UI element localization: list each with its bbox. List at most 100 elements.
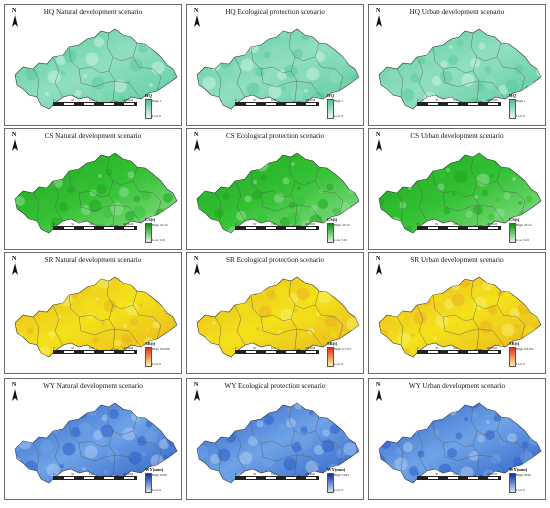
panel-title: CS Urban development scenario xyxy=(410,132,504,140)
north-label: N xyxy=(12,256,17,262)
legend-low-label: Low 0 xyxy=(152,362,162,366)
north-arrow-icon: N xyxy=(193,382,205,403)
scale-tick-label: 100 xyxy=(271,346,276,350)
cs-panel: CS Ecological protection scenario N 0 50 100… xyxy=(186,128,364,250)
scale-tick-label: 50 xyxy=(253,472,256,476)
panel-title: CS Ecological protection scenario xyxy=(226,132,324,140)
scale-tick-label: 200 KM xyxy=(305,346,316,350)
scale-tick-label: 100 xyxy=(89,472,94,476)
legend-color-ramp xyxy=(145,473,152,493)
legend-high-label: High 2020 xyxy=(516,473,531,477)
scale-bar-graphic xyxy=(235,476,319,480)
legend-color-ramp xyxy=(509,99,516,119)
north-arrow-icon: N xyxy=(375,256,387,277)
scale-tick-label: 200 KM xyxy=(123,472,134,476)
scale-tick-label: 200 KM xyxy=(123,98,134,102)
scale-tick-label: 50 xyxy=(71,346,74,350)
province-map xyxy=(14,276,178,358)
scale-tick-label: 0 xyxy=(235,222,237,226)
scale-tick-label: 50 xyxy=(253,346,256,350)
hq-panel: HQ Urban development scenario N 0 50 100 200 … xyxy=(368,4,546,126)
scale-tick-label: 50 xyxy=(435,472,438,476)
wy-panel: WY Ecological protection scenario N 0 50 100… xyxy=(186,378,364,500)
panel-title: SR Ecological protection scenario xyxy=(226,256,324,264)
legend-high-label: High 0.7157 xyxy=(334,347,352,351)
legend-title: HQ xyxy=(327,93,335,98)
legend-title: WY(mm) xyxy=(327,467,346,472)
legend-title: SR(t) xyxy=(509,341,520,346)
panel-title: CS Natural development scenario xyxy=(44,132,142,140)
hq-panel: HQ Natural development scenario N 0 50 100 20… xyxy=(4,4,182,126)
scale-bar-graphic xyxy=(417,350,501,354)
scale-bar-graphic xyxy=(235,350,319,354)
north-label: N xyxy=(194,132,199,138)
scale-tick-label: 100 xyxy=(453,346,458,350)
north-label: N xyxy=(12,8,17,14)
legend-title: SR(t) xyxy=(145,341,156,346)
north-arrow-icon: N xyxy=(11,132,23,153)
panel-title: HQ Ecological protection scenario xyxy=(225,8,325,16)
legend-color-ramp xyxy=(327,347,334,367)
cs-panel: CS Urban development scenario N 0 50 100 200 … xyxy=(368,128,546,250)
scale-tick-label: 50 xyxy=(71,222,74,226)
legend-color-ramp xyxy=(327,473,334,493)
scale-bar: 0 50 100 200 KM xyxy=(417,346,501,358)
scale-tick-label: 0 xyxy=(235,98,237,102)
province-map xyxy=(378,402,542,484)
scale-tick-label: 200 KM xyxy=(123,346,134,350)
scale-tick-label: 100 xyxy=(453,98,458,102)
legend-title: WY(mm) xyxy=(509,467,528,472)
province-map xyxy=(196,152,360,234)
province-map xyxy=(14,28,178,110)
map-legend: CS(t) High 23.22 Low 3.91 xyxy=(509,217,545,247)
scale-bar-graphic xyxy=(53,476,137,480)
north-arrow-icon: N xyxy=(375,382,387,403)
scale-bar: 0 50 100 200 KM xyxy=(53,346,137,358)
scale-tick-label: 0 xyxy=(53,222,55,226)
scale-tick-label: 0 xyxy=(417,346,419,350)
legend-high-label: High 0.9396 xyxy=(152,347,170,351)
north-arrow-icon: N xyxy=(11,8,23,29)
scale-tick-label: 50 xyxy=(435,98,438,102)
scale-tick-label: 100 xyxy=(271,222,276,226)
north-arrow-icon: N xyxy=(11,256,23,277)
scale-tick-label: 100 xyxy=(89,346,94,350)
scale-tick-label: 50 xyxy=(71,98,74,102)
map-legend: WY(mm) High 2036 Low 0 xyxy=(145,467,181,497)
scale-bar: 0 50 100 200 KM xyxy=(53,98,137,110)
legend-color-ramp xyxy=(145,99,152,119)
legend-color-ramp xyxy=(509,223,516,243)
legend-low-label: Low 0 xyxy=(334,488,344,492)
scale-tick-label: 200 KM xyxy=(305,222,316,226)
scale-tick-label: 200 KM xyxy=(305,98,316,102)
legend-high-label: High 23.22 xyxy=(152,223,168,227)
legend-low-label: Low 0 xyxy=(516,488,526,492)
legend-low-label: Low 0 xyxy=(516,114,526,118)
legend-title: CS(t) xyxy=(145,217,156,222)
scale-bar-graphic xyxy=(417,102,501,106)
scale-tick-label: 100 xyxy=(453,222,458,226)
sr-panel: SR Urban development scenario N 0 50 100 200 … xyxy=(368,252,546,374)
map-legend: SR(t) High 0.7157 Low 0 xyxy=(327,341,363,371)
scale-bar: 0 50 100 200 KM xyxy=(417,222,501,234)
scale-bar: 0 50 100 200 KM xyxy=(417,472,501,484)
legend-low-label: Low 0 xyxy=(152,114,162,118)
legend-low-label: Low 0 xyxy=(152,488,162,492)
scale-bar-graphic xyxy=(53,350,137,354)
legend-high-label: High 1 xyxy=(516,99,526,103)
map-legend: HQ High 1 Low 0 xyxy=(327,93,363,123)
north-arrow-icon: N xyxy=(375,8,387,29)
legend-color-ramp xyxy=(509,347,516,367)
scale-bar: 0 50 100 200 KM xyxy=(235,346,319,358)
scale-tick-label: 50 xyxy=(435,346,438,350)
province-map xyxy=(14,402,178,484)
legend-low-label: Low 3.91 xyxy=(334,238,348,242)
north-arrow-icon: N xyxy=(193,8,205,29)
map-legend: SR(t) High 0.8165 Low 0 xyxy=(509,341,545,371)
scale-tick-label: 100 xyxy=(89,98,94,102)
sr-panel: SR Ecological protection scenario N 0 50 100… xyxy=(186,252,364,374)
panel-title: WY Urban development scenario xyxy=(408,382,506,390)
north-label: N xyxy=(376,132,381,138)
map-legend: WY(mm) High 1993 Low 0 xyxy=(327,467,363,497)
scale-tick-label: 200 KM xyxy=(123,222,134,226)
